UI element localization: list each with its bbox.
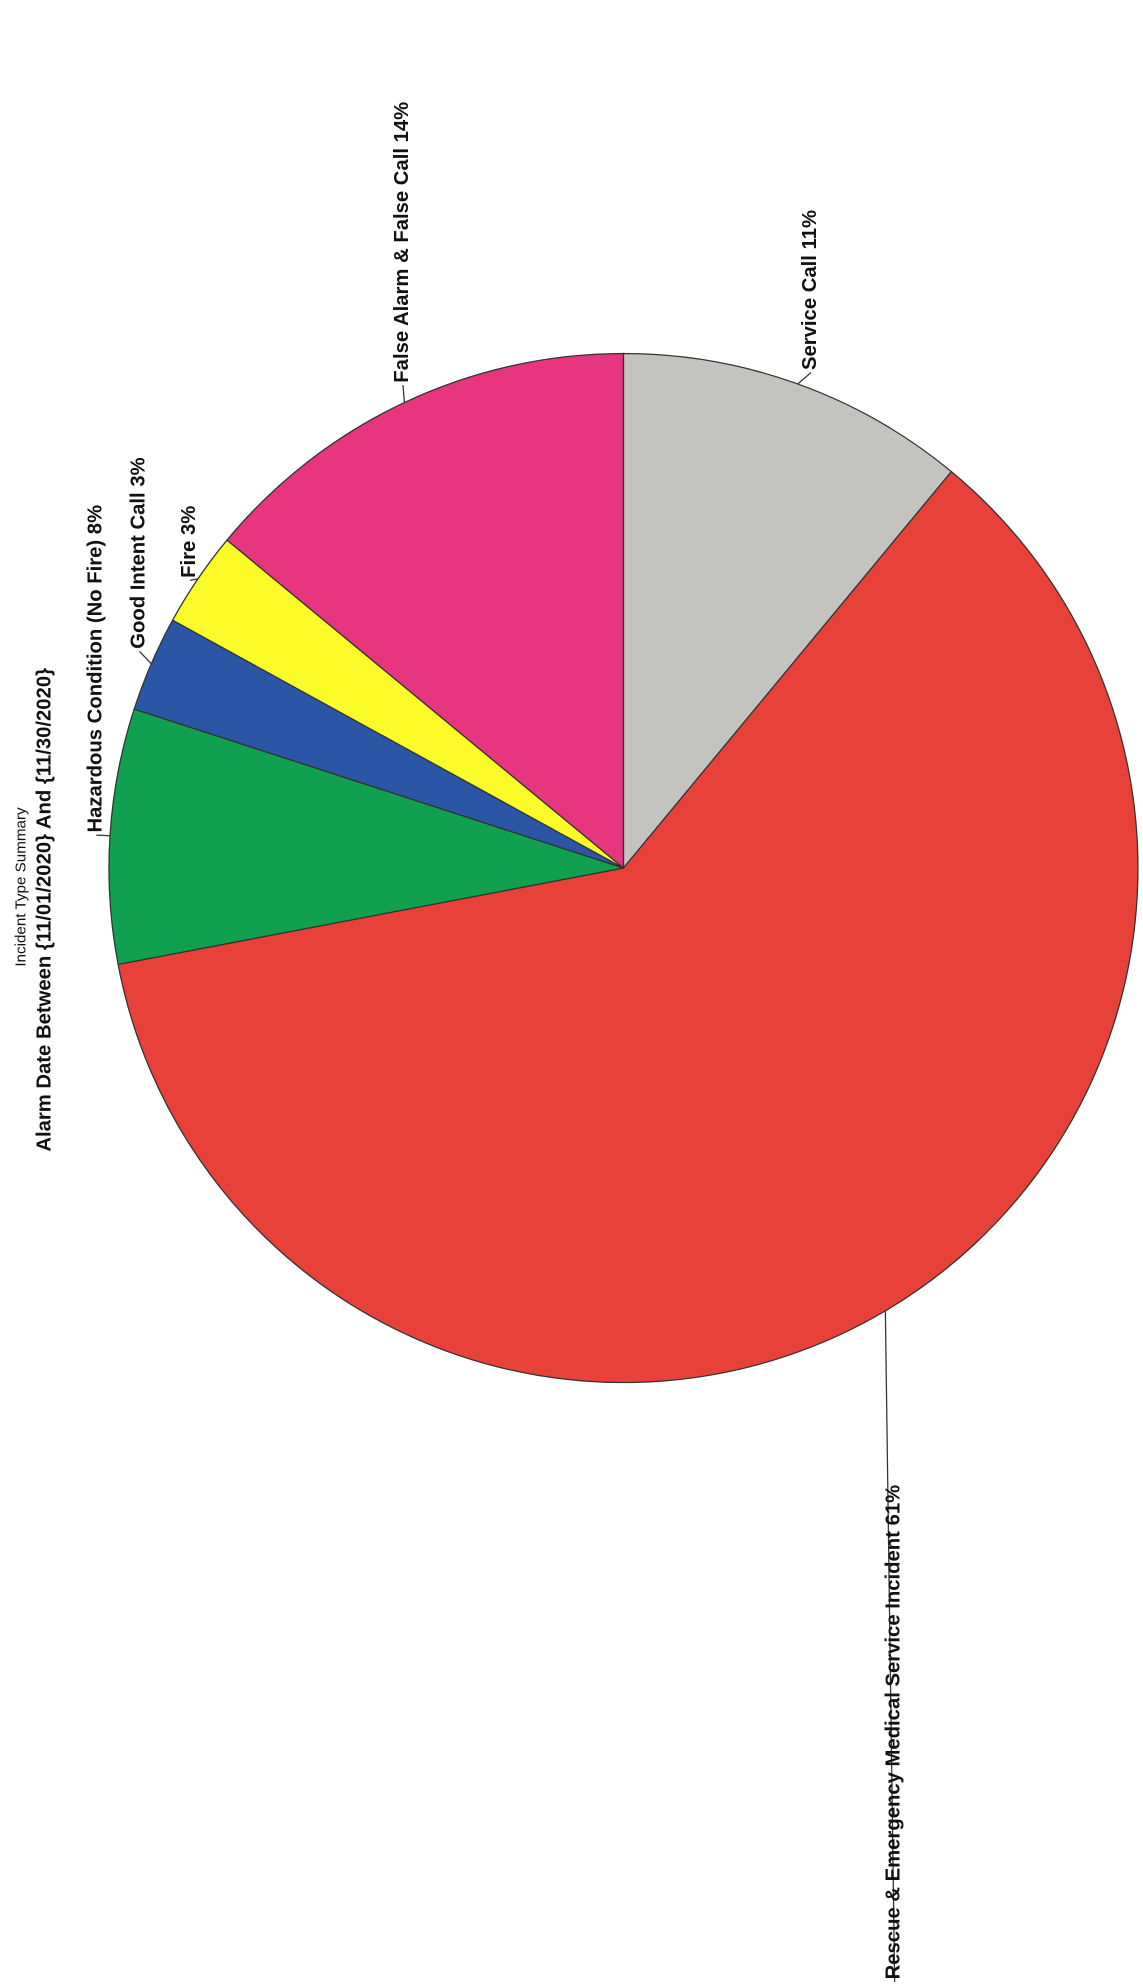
slice-label-name: False Alarm & False Call xyxy=(391,148,413,383)
slice-label-value: 14% xyxy=(391,102,413,143)
slice-label-value: 8% xyxy=(84,505,106,534)
pie-slice xyxy=(117,470,1139,1384)
leader-line xyxy=(138,650,152,665)
slice-label: Hazardous Condition (No Fire) 8% xyxy=(84,505,106,833)
pie-slice xyxy=(622,352,953,870)
slice-label-name: Fire xyxy=(178,541,200,578)
leader-line xyxy=(797,372,812,385)
slice-label-name: Good Intent Call xyxy=(127,492,149,649)
pie-slice xyxy=(226,352,625,870)
leader-line xyxy=(96,834,111,837)
chart-title: Incident Type Summary xyxy=(12,807,29,967)
chart-body: Incident Type Summary Alarm Date Between… xyxy=(12,102,1139,1982)
slice-label-value: 3% xyxy=(127,457,149,486)
leader-line xyxy=(189,578,199,581)
slice-label: Service Call 11% xyxy=(799,210,821,370)
slice-label: Fire 3% xyxy=(178,506,200,578)
slice-label-value: 3% xyxy=(178,506,200,535)
slice-label: Rescue & Emergency Medical Service Incid… xyxy=(883,1485,905,1980)
slice-label-value: 11% xyxy=(799,210,821,249)
slice-label: False Alarm & False Call 14% xyxy=(391,102,413,383)
slice-label-name: Rescue & Emergency Medical Service Incid… xyxy=(883,1531,905,1980)
leader-line xyxy=(884,1310,896,1982)
slice-label: Good Intent Call 3% xyxy=(127,457,149,648)
pie xyxy=(108,352,1139,1384)
leader-line xyxy=(402,385,406,403)
slice-label-value: 61% xyxy=(883,1485,905,1526)
chart-subtitle: Alarm Date Between {11/01/2020} And {11/… xyxy=(34,668,56,1152)
slice-label-name: Service Call xyxy=(799,255,821,370)
slice-label-name: Hazardous Condition (No Fire) xyxy=(84,540,106,833)
